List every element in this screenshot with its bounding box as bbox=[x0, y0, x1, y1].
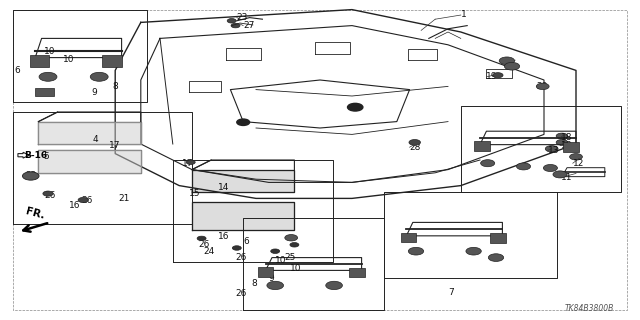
Text: 20: 20 bbox=[536, 82, 548, 91]
Circle shape bbox=[545, 146, 558, 152]
Text: 1: 1 bbox=[461, 10, 467, 19]
Circle shape bbox=[493, 73, 503, 78]
Text: 18: 18 bbox=[561, 141, 572, 150]
Text: 21: 21 bbox=[118, 194, 130, 203]
Circle shape bbox=[504, 62, 520, 70]
Polygon shape bbox=[38, 150, 141, 173]
Text: 4: 4 bbox=[93, 135, 99, 144]
Text: 10: 10 bbox=[44, 47, 55, 56]
Circle shape bbox=[481, 160, 495, 167]
Circle shape bbox=[271, 249, 280, 253]
Text: 26: 26 bbox=[45, 191, 56, 200]
Text: 19: 19 bbox=[486, 72, 498, 81]
Text: 26: 26 bbox=[236, 289, 247, 298]
Circle shape bbox=[285, 235, 298, 241]
Text: 10: 10 bbox=[63, 55, 74, 64]
Text: 16: 16 bbox=[218, 232, 229, 241]
Polygon shape bbox=[563, 142, 579, 152]
Text: 7: 7 bbox=[448, 288, 454, 297]
Circle shape bbox=[90, 72, 108, 81]
Circle shape bbox=[499, 57, 515, 65]
Circle shape bbox=[556, 140, 568, 145]
Circle shape bbox=[409, 140, 420, 145]
Text: 14: 14 bbox=[218, 183, 229, 192]
Text: 24: 24 bbox=[204, 247, 215, 256]
Circle shape bbox=[197, 236, 206, 241]
Text: 17: 17 bbox=[109, 141, 120, 150]
Text: 10: 10 bbox=[275, 256, 287, 265]
Text: 9: 9 bbox=[92, 88, 97, 97]
Polygon shape bbox=[35, 88, 54, 96]
Text: 25: 25 bbox=[285, 253, 296, 262]
Text: 26: 26 bbox=[81, 196, 93, 205]
Circle shape bbox=[267, 281, 284, 290]
Text: 6: 6 bbox=[243, 237, 249, 246]
Text: 26: 26 bbox=[236, 253, 247, 262]
Circle shape bbox=[231, 23, 240, 28]
Circle shape bbox=[186, 160, 195, 164]
Circle shape bbox=[232, 246, 241, 250]
Text: 27: 27 bbox=[243, 21, 255, 30]
Text: 5: 5 bbox=[44, 152, 49, 161]
Text: 3: 3 bbox=[502, 60, 508, 68]
Polygon shape bbox=[30, 55, 49, 67]
Circle shape bbox=[290, 243, 299, 247]
Circle shape bbox=[466, 247, 481, 255]
Polygon shape bbox=[102, 55, 122, 67]
Text: 8: 8 bbox=[112, 82, 118, 91]
Text: 6: 6 bbox=[14, 66, 20, 75]
Circle shape bbox=[570, 154, 582, 160]
Circle shape bbox=[408, 247, 424, 255]
Text: 22: 22 bbox=[26, 172, 37, 180]
Circle shape bbox=[227, 19, 236, 23]
Polygon shape bbox=[192, 202, 294, 230]
Text: 13: 13 bbox=[548, 146, 559, 155]
Circle shape bbox=[39, 72, 57, 81]
Text: 8: 8 bbox=[252, 279, 257, 288]
Text: 26: 26 bbox=[198, 240, 210, 249]
Circle shape bbox=[488, 254, 504, 261]
Circle shape bbox=[22, 172, 39, 180]
Polygon shape bbox=[258, 267, 273, 277]
Text: FR.: FR. bbox=[24, 206, 46, 221]
Text: 16: 16 bbox=[69, 201, 81, 210]
Polygon shape bbox=[38, 122, 141, 144]
Circle shape bbox=[553, 171, 567, 178]
Text: 11: 11 bbox=[561, 173, 572, 182]
Text: B-16: B-16 bbox=[24, 151, 47, 160]
Circle shape bbox=[237, 119, 250, 125]
Polygon shape bbox=[401, 233, 416, 242]
Circle shape bbox=[78, 197, 88, 203]
Circle shape bbox=[556, 133, 568, 139]
Text: 18: 18 bbox=[561, 133, 572, 142]
Text: 15: 15 bbox=[189, 189, 200, 198]
Polygon shape bbox=[192, 170, 294, 192]
Text: 12: 12 bbox=[573, 159, 584, 168]
Circle shape bbox=[543, 164, 557, 172]
Text: 9: 9 bbox=[269, 274, 275, 283]
Circle shape bbox=[516, 163, 531, 170]
Text: 28: 28 bbox=[410, 143, 421, 152]
Polygon shape bbox=[490, 233, 506, 243]
Polygon shape bbox=[474, 141, 490, 151]
Circle shape bbox=[43, 191, 53, 196]
Circle shape bbox=[536, 83, 549, 90]
Polygon shape bbox=[349, 268, 365, 277]
Text: 17: 17 bbox=[182, 159, 194, 168]
Text: 23: 23 bbox=[237, 13, 248, 22]
Circle shape bbox=[326, 281, 342, 290]
Circle shape bbox=[348, 103, 363, 111]
Text: TK84B3800B: TK84B3800B bbox=[565, 304, 614, 313]
Text: 10: 10 bbox=[290, 264, 301, 273]
